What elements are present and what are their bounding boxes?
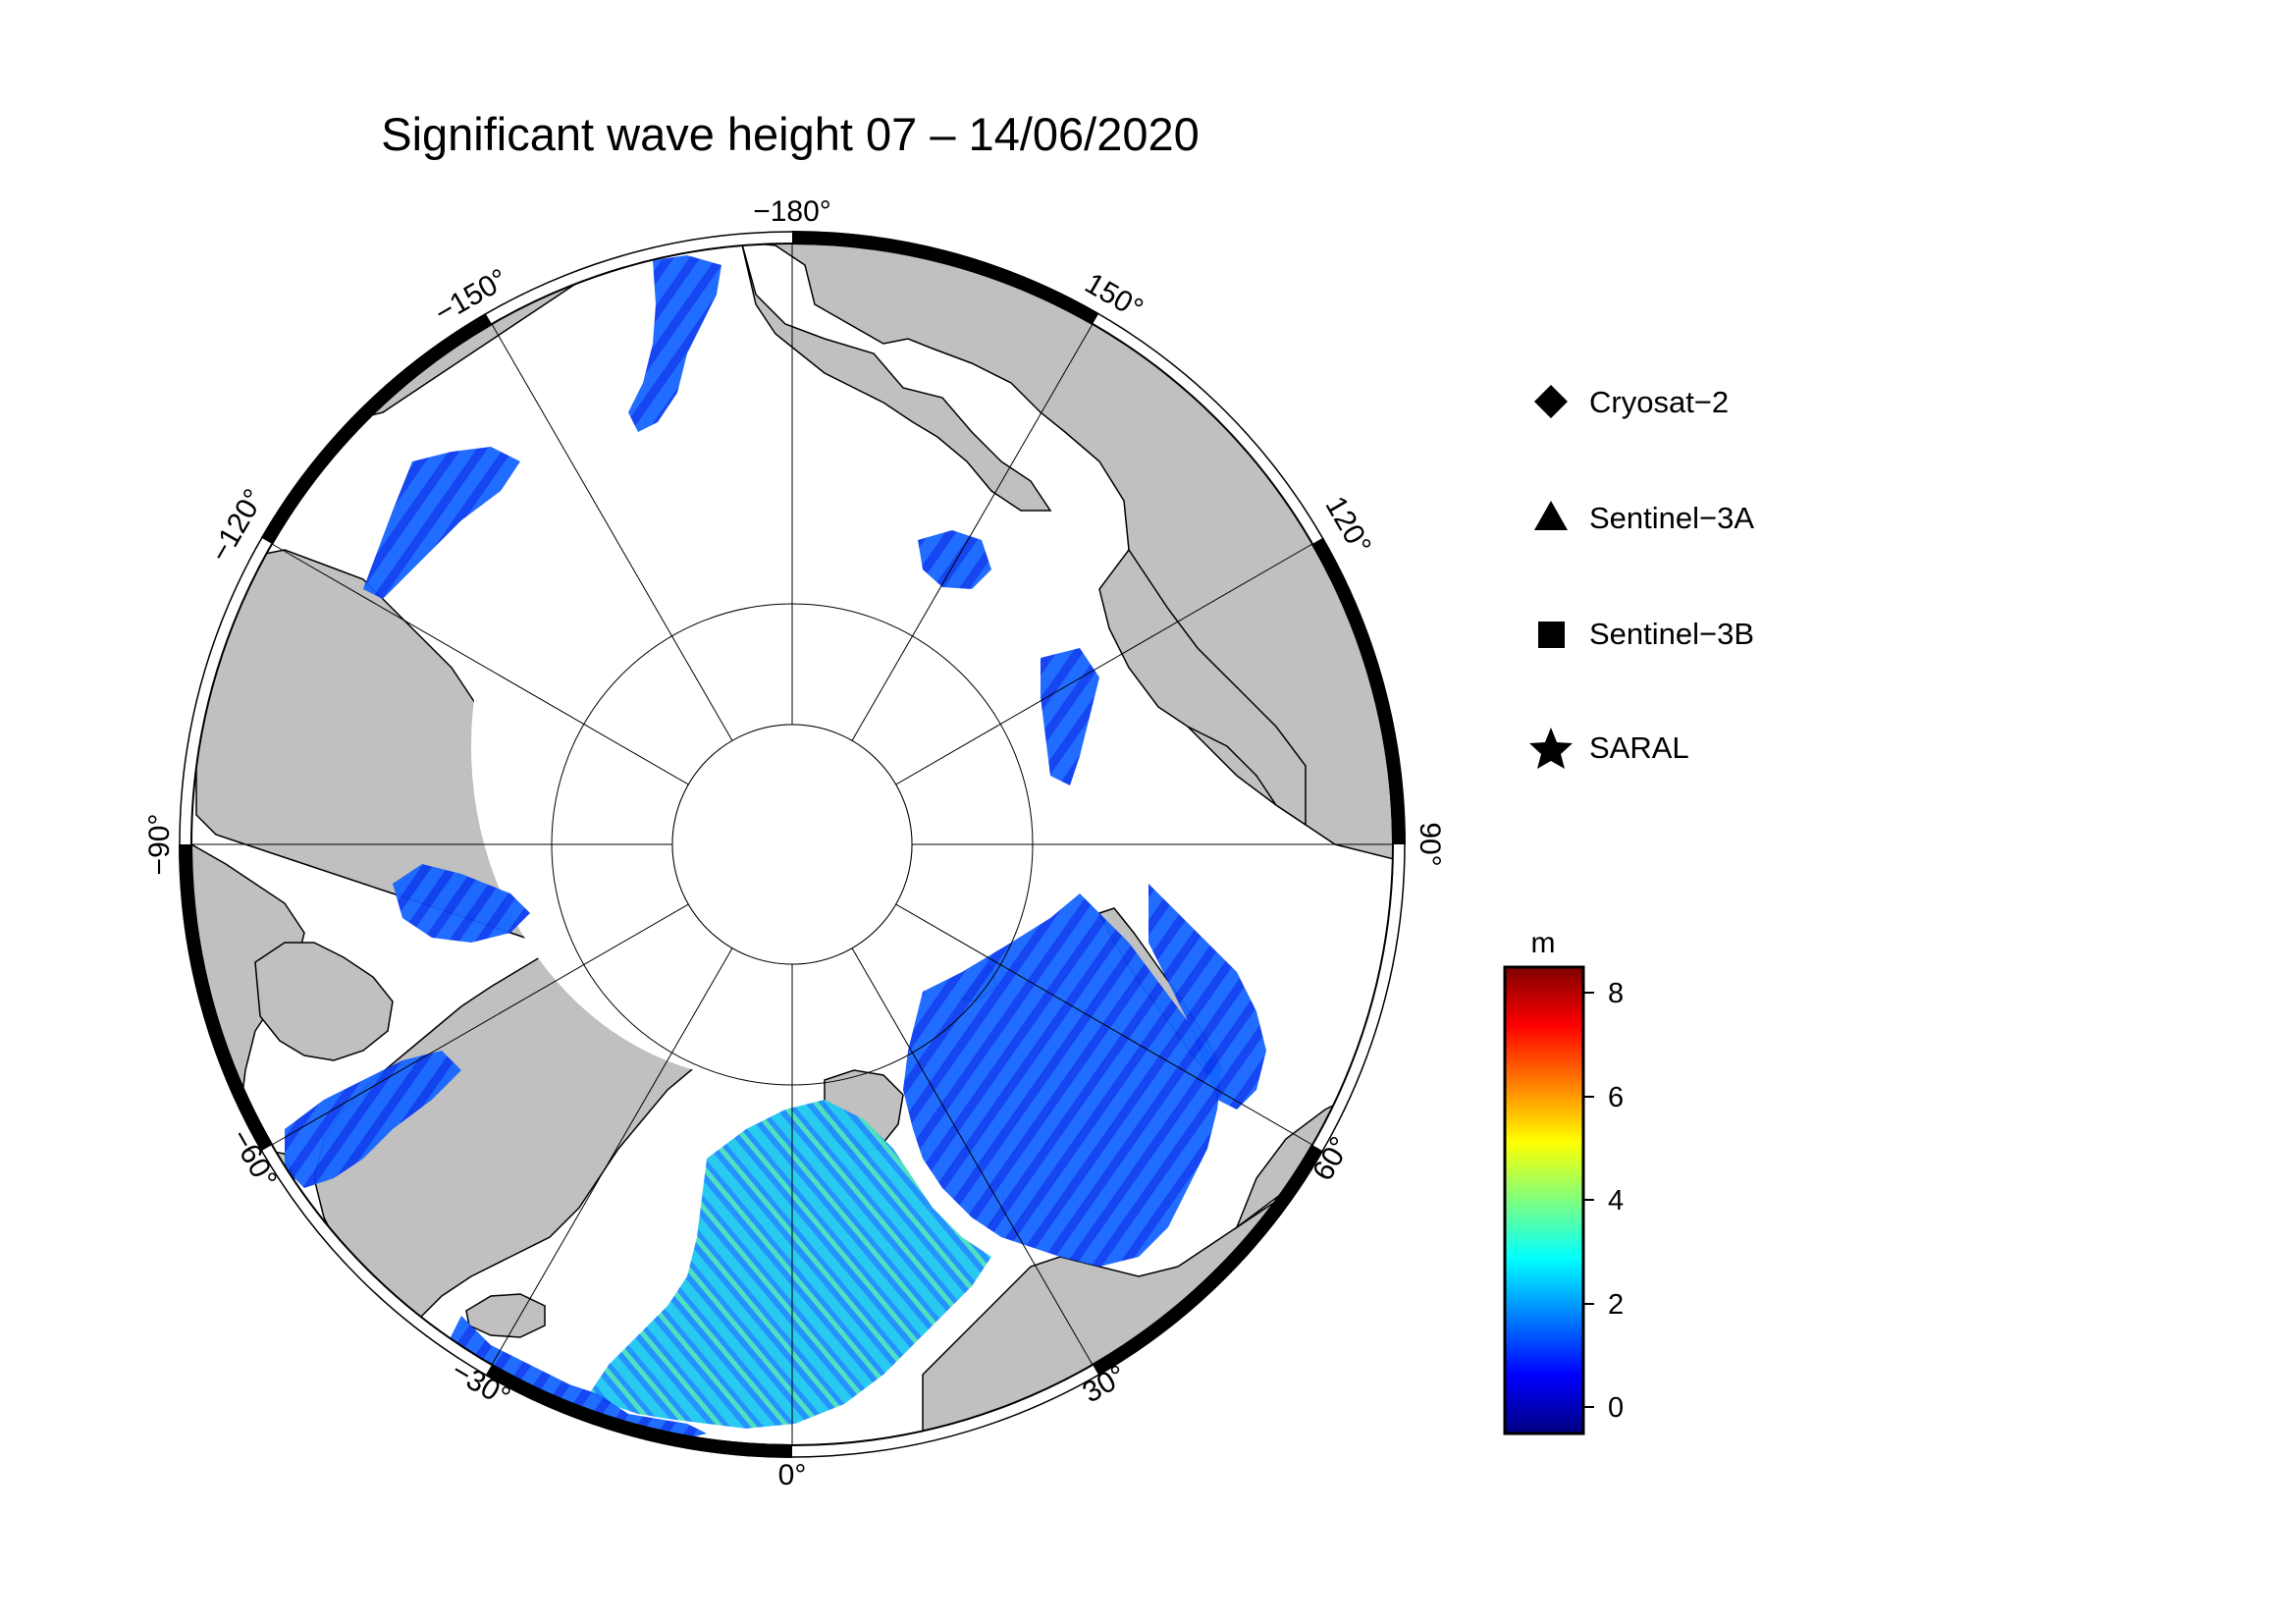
star-icon bbox=[1529, 728, 1573, 769]
square-icon bbox=[1538, 622, 1565, 648]
land-chukotka bbox=[740, 243, 1052, 512]
swath-kara bbox=[1148, 884, 1266, 1109]
colorbar-tick-0: 0 bbox=[1608, 1392, 1624, 1424]
legend-label-saral: SARAL bbox=[1589, 730, 1689, 765]
map-frame bbox=[179, 231, 1406, 1458]
swath-beaufort bbox=[393, 864, 530, 943]
colorbar-tick-8: 8 bbox=[1608, 978, 1624, 1009]
legend-item-sentinel3b: Sentinel−3B bbox=[1538, 617, 1754, 651]
map-disk bbox=[191, 243, 1393, 1445]
legend-item-sentinel3a: Sentinel−3A bbox=[1534, 501, 1754, 535]
swath-baffin-bay bbox=[285, 1051, 461, 1188]
legend: Cryosat−2 Sentinel−3A Sentinel−3B SARAL bbox=[1529, 385, 1754, 769]
legend-label-sentinel3a: Sentinel−3A bbox=[1589, 501, 1754, 535]
legend-label-cryosat: Cryosat−2 bbox=[1589, 385, 1729, 419]
colorbar-unit: m bbox=[1531, 927, 1556, 959]
colorbar-tick-labels: 0 2 4 6 8 bbox=[1608, 978, 1624, 1424]
colorbar-gradient bbox=[1503, 965, 1585, 1435]
swath-norwegian bbox=[589, 1100, 991, 1429]
swath-laptev bbox=[1041, 648, 1099, 785]
lon-label-n180: −180° bbox=[753, 195, 831, 228]
colorbar-tick-6: 6 bbox=[1608, 1082, 1624, 1113]
land-baffin bbox=[254, 942, 394, 1061]
lon-label-n120: −120° bbox=[204, 484, 271, 568]
legend-item-cryosat: Cryosat−2 bbox=[1534, 385, 1729, 419]
diamond-icon bbox=[1534, 385, 1568, 418]
map-title: Significant wave height 07 – 14/06/2020 bbox=[381, 108, 1200, 160]
lon-label-n90: −90° bbox=[143, 814, 176, 876]
triangle-icon bbox=[1534, 501, 1568, 530]
swath-bering bbox=[628, 255, 721, 432]
swath-alaska-coast bbox=[363, 447, 520, 599]
legend-item-saral: SARAL bbox=[1529, 728, 1689, 769]
colorbar-tick-2: 2 bbox=[1608, 1289, 1624, 1321]
land-taymyr bbox=[1098, 548, 1307, 827]
pole-hole bbox=[671, 724, 913, 965]
land-iceland bbox=[465, 1293, 546, 1338]
swath-barents bbox=[903, 893, 1222, 1267]
colorbar-ticks bbox=[1583, 992, 1594, 1408]
swath-east-siberian bbox=[918, 530, 991, 589]
colorbar-tick-4: 4 bbox=[1608, 1185, 1624, 1217]
colorbar: m 0 2 4 6 8 bbox=[1503, 927, 1624, 1435]
lon-label-zero: 0° bbox=[778, 1459, 807, 1491]
legend-label-sentinel3b: Sentinel−3B bbox=[1589, 617, 1754, 651]
lon-label-p90: 90° bbox=[1414, 822, 1446, 866]
